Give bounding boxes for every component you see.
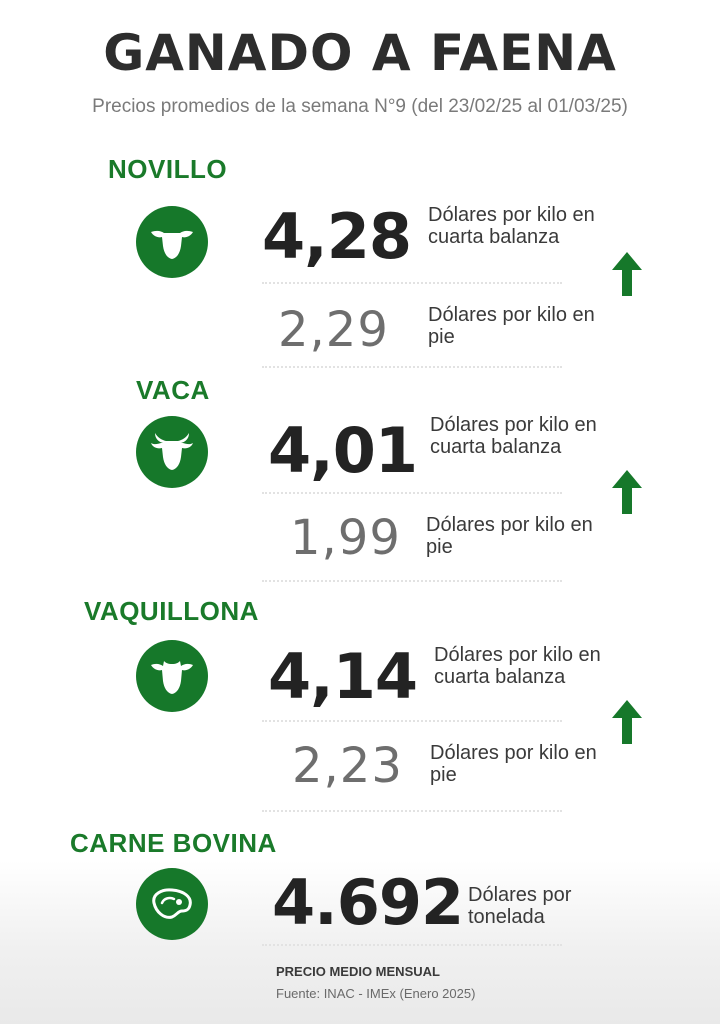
divider bbox=[262, 580, 562, 582]
divider bbox=[262, 810, 562, 812]
price-cuarta-balanza: 4,28 bbox=[262, 200, 412, 273]
trend-up-arrow-icon bbox=[612, 252, 642, 296]
cow-head-horns-icon bbox=[136, 416, 208, 488]
price-en-pie: 2,29 bbox=[278, 302, 389, 358]
heifer-head-icon bbox=[136, 640, 208, 712]
divider bbox=[262, 282, 562, 284]
unit-cuarta-balanza: Dólares por kilo en cuarta balanza bbox=[434, 644, 601, 688]
unit-cuarta-balanza: Dólares por kilo en cuarta balanza bbox=[428, 204, 595, 248]
page-title: GANADO A FAENA bbox=[103, 24, 617, 82]
price-en-pie: 1,99 bbox=[290, 510, 401, 566]
unit-cuarta-balanza: Dólares por kilo en cuarta balanza bbox=[430, 414, 597, 458]
steak-icon bbox=[136, 868, 208, 940]
unit-en-pie: Dólares por kilo en pie bbox=[426, 514, 593, 558]
divider bbox=[262, 492, 562, 494]
footer-source: Fuente: INAC - IMEx (Enero 2025) bbox=[276, 986, 476, 1001]
divider bbox=[262, 944, 562, 946]
cow-head-icon bbox=[136, 206, 208, 278]
unit-tonelada: Dólares por tonelada bbox=[468, 884, 572, 928]
page-subtitle: Precios promedios de la semana N°9 (del … bbox=[92, 96, 628, 117]
price-tonelada: 4.692 bbox=[272, 866, 464, 939]
category-name: CARNE BOVINA bbox=[70, 828, 277, 858]
price-cuarta-balanza: 4,01 bbox=[268, 414, 418, 487]
trend-up-arrow-icon bbox=[612, 470, 642, 514]
category-name: NOVILLO bbox=[108, 154, 228, 184]
divider bbox=[262, 366, 562, 368]
trend-up-arrow-icon bbox=[612, 700, 642, 744]
footer-note: PRECIO MEDIO MENSUAL bbox=[276, 964, 440, 979]
unit-en-pie: Dólares por kilo en pie bbox=[430, 742, 597, 786]
category-name: VAQUILLONA bbox=[84, 596, 259, 626]
price-cuarta-balanza: 4,14 bbox=[268, 640, 418, 713]
unit-en-pie: Dólares por kilo en pie bbox=[428, 304, 595, 348]
price-en-pie: 2,23 bbox=[292, 738, 403, 794]
category-name: VACA bbox=[136, 375, 210, 405]
divider bbox=[262, 720, 562, 722]
